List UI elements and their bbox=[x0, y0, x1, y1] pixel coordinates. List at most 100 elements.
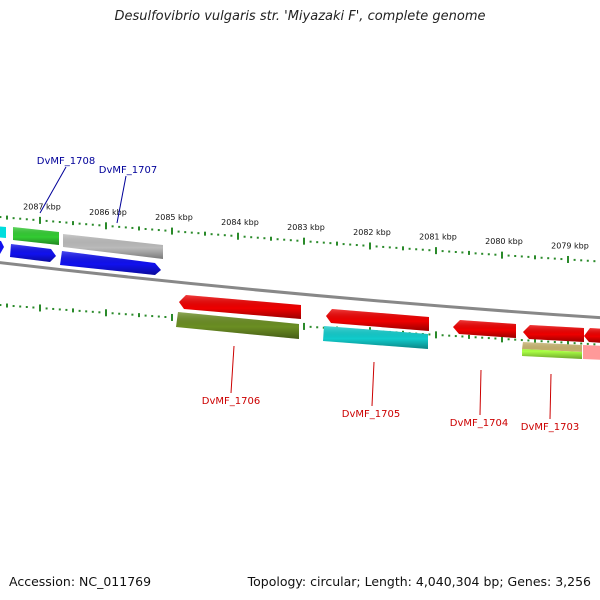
major-tick bbox=[237, 232, 239, 240]
minor-tick bbox=[534, 255, 536, 260]
feature-outer-cyan[interactable] bbox=[0, 226, 6, 238]
minor-tick bbox=[520, 339, 523, 342]
label-DvMF_1707[interactable]: DvMF_1707 bbox=[99, 165, 157, 176]
minor-tick bbox=[428, 333, 431, 336]
minor-tick bbox=[553, 340, 556, 343]
minor-tick bbox=[230, 234, 233, 237]
tick-label: 2087 kbp bbox=[23, 202, 61, 211]
minor-tick bbox=[144, 314, 147, 317]
major-tick bbox=[39, 216, 41, 224]
label-DvMF_1705[interactable]: DvMF_1705 bbox=[342, 409, 400, 420]
leader-DvMF_1707 bbox=[116, 175, 127, 224]
minor-tick bbox=[507, 338, 510, 341]
minor-tick bbox=[461, 335, 464, 338]
label-DvMF_1703[interactable]: DvMF_1703 bbox=[521, 422, 579, 433]
minor-tick bbox=[58, 308, 61, 311]
minor-tick bbox=[32, 306, 35, 309]
tick-label: 2081 kbp bbox=[419, 233, 457, 242]
tick-label: 2080 kbp bbox=[485, 237, 523, 246]
label-DvMF_1708[interactable]: DvMF_1708 bbox=[37, 156, 95, 167]
label-DvMF_1704[interactable]: DvMF_1704 bbox=[450, 418, 508, 429]
minor-tick bbox=[85, 310, 88, 313]
minor-tick bbox=[448, 250, 451, 253]
minor-tick bbox=[421, 248, 424, 251]
minor-tick bbox=[540, 340, 543, 343]
minor-tick bbox=[375, 245, 378, 248]
major-tick bbox=[567, 255, 569, 263]
tick-label: 2085 kbp bbox=[155, 213, 193, 222]
minor-tick bbox=[204, 231, 206, 236]
minor-tick bbox=[250, 236, 253, 239]
minor-tick bbox=[45, 219, 48, 222]
minor-tick bbox=[580, 259, 583, 262]
minor-tick bbox=[12, 305, 15, 308]
label-DvMF_1706[interactable]: DvMF_1706 bbox=[202, 396, 260, 407]
minor-tick bbox=[65, 308, 68, 311]
major-tick bbox=[39, 304, 41, 312]
minor-tick bbox=[468, 334, 470, 339]
minor-tick bbox=[111, 312, 114, 315]
minor-tick bbox=[481, 252, 484, 255]
major-tick bbox=[105, 309, 107, 317]
minor-tick bbox=[157, 315, 160, 318]
minor-tick bbox=[138, 313, 140, 318]
minor-tick bbox=[481, 336, 484, 339]
minor-tick bbox=[547, 257, 550, 260]
major-tick bbox=[171, 313, 173, 321]
minor-tick bbox=[25, 305, 28, 308]
minor-tick bbox=[197, 232, 200, 235]
minor-tick bbox=[52, 307, 55, 310]
minor-tick bbox=[593, 343, 596, 346]
minor-tick bbox=[355, 244, 358, 247]
accession-text: Accession: NC_011769 bbox=[9, 574, 152, 589]
minor-tick bbox=[593, 260, 596, 263]
minor-tick bbox=[72, 221, 74, 226]
minor-tick bbox=[296, 239, 299, 242]
tick-label: 2086 kbp bbox=[89, 208, 127, 217]
minor-tick bbox=[560, 341, 563, 344]
minor-tick bbox=[177, 230, 180, 233]
minor-tick bbox=[487, 337, 490, 340]
leader-DvMF_1703 bbox=[549, 373, 552, 420]
tick-label: 2082 kbp bbox=[353, 228, 391, 237]
minor-tick bbox=[164, 315, 167, 318]
minor-tick bbox=[586, 342, 589, 345]
minor-tick bbox=[586, 259, 589, 262]
major-tick bbox=[435, 247, 437, 255]
minor-tick bbox=[514, 338, 517, 341]
minor-tick bbox=[144, 227, 147, 230]
outer-tick-row bbox=[0, 215, 596, 263]
minor-tick bbox=[6, 303, 8, 308]
minor-tick bbox=[322, 326, 325, 329]
minor-tick bbox=[124, 226, 127, 229]
reverse-feature-track bbox=[179, 295, 600, 343]
minor-tick bbox=[0, 216, 2, 219]
minor-tick bbox=[151, 228, 154, 231]
minor-tick bbox=[382, 245, 385, 248]
feature-inner-pink[interactable] bbox=[583, 345, 600, 360]
minor-tick bbox=[329, 242, 332, 245]
minor-tick bbox=[362, 244, 365, 247]
minor-tick bbox=[573, 258, 576, 261]
minor-tick bbox=[520, 255, 523, 258]
minor-tick bbox=[217, 233, 220, 236]
minor-tick bbox=[454, 251, 457, 254]
major-tick bbox=[369, 242, 371, 250]
minor-tick bbox=[190, 231, 193, 234]
minor-tick bbox=[428, 249, 431, 252]
minor-tick bbox=[0, 304, 2, 307]
minor-tick bbox=[547, 340, 550, 343]
minor-tick bbox=[25, 218, 28, 221]
minor-tick bbox=[487, 253, 490, 256]
minor-tick bbox=[98, 224, 101, 227]
minor-tick bbox=[6, 215, 8, 220]
major-tick bbox=[171, 227, 173, 235]
minor-tick bbox=[72, 308, 74, 313]
minor-tick bbox=[322, 241, 325, 244]
minor-tick bbox=[448, 334, 451, 337]
gene-labels: DvMF_1708 DvMF_1707 DvMF_1706 DvMF_1705 … bbox=[37, 156, 579, 433]
feature-gene-left-edge[interactable] bbox=[0, 240, 4, 254]
tick-label: 2079 kbp bbox=[551, 241, 589, 250]
minor-tick bbox=[270, 236, 272, 241]
